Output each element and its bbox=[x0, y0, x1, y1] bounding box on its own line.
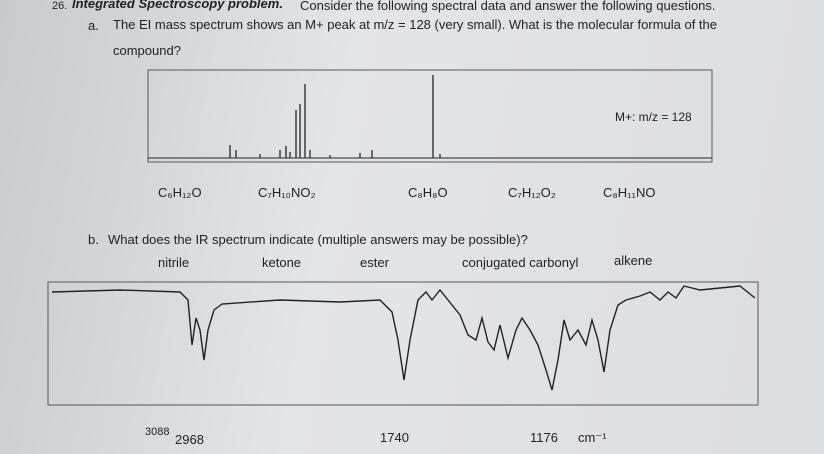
annotation: 2968 bbox=[175, 432, 204, 447]
part-label: a. bbox=[88, 18, 99, 33]
choice: C₈H₈O bbox=[408, 185, 448, 200]
choice: C₇H₁₂O₂ bbox=[508, 185, 556, 200]
ir-spectrum bbox=[47, 281, 759, 406]
ms-frame bbox=[147, 69, 713, 163]
choice: C₈H₁₁NO bbox=[603, 185, 656, 200]
annotation: cm⁻¹ bbox=[578, 430, 607, 445]
part-label: b. bbox=[88, 232, 99, 247]
title: Integrated Spectroscopy problem. bbox=[72, 0, 283, 11]
choice: conjugated carbonyl bbox=[462, 255, 579, 270]
question: The EI mass spectrum shows an M+ peak at… bbox=[113, 17, 718, 58]
choice: ester bbox=[360, 255, 389, 270]
ir-trace bbox=[51, 285, 756, 391]
instruction: Consider the following spectral data and… bbox=[300, 0, 716, 13]
annotation: 1740 bbox=[380, 430, 409, 445]
problem-number: 26. bbox=[52, 0, 68, 12]
mass-spectrum bbox=[147, 69, 713, 163]
choice: nitrile bbox=[158, 255, 190, 270]
choice: C₆H₁₂O bbox=[158, 185, 202, 200]
question: What does the IR spectrum indicate (mult… bbox=[108, 232, 528, 247]
ir-frame bbox=[47, 281, 759, 406]
annotation: 1176 bbox=[530, 430, 558, 445]
ms-peaks bbox=[229, 75, 441, 158]
choice: C₇H₁₀NO₂ bbox=[258, 185, 316, 200]
annotation: M+: m/z = 128 bbox=[615, 110, 692, 124]
annotation: 3088 bbox=[145, 426, 170, 438]
choice: ketone bbox=[262, 255, 302, 270]
choice: alkene bbox=[614, 253, 653, 268]
